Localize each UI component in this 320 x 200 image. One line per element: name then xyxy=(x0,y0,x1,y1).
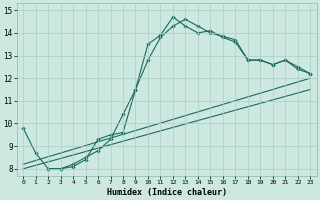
X-axis label: Humidex (Indice chaleur): Humidex (Indice chaleur) xyxy=(107,188,227,197)
